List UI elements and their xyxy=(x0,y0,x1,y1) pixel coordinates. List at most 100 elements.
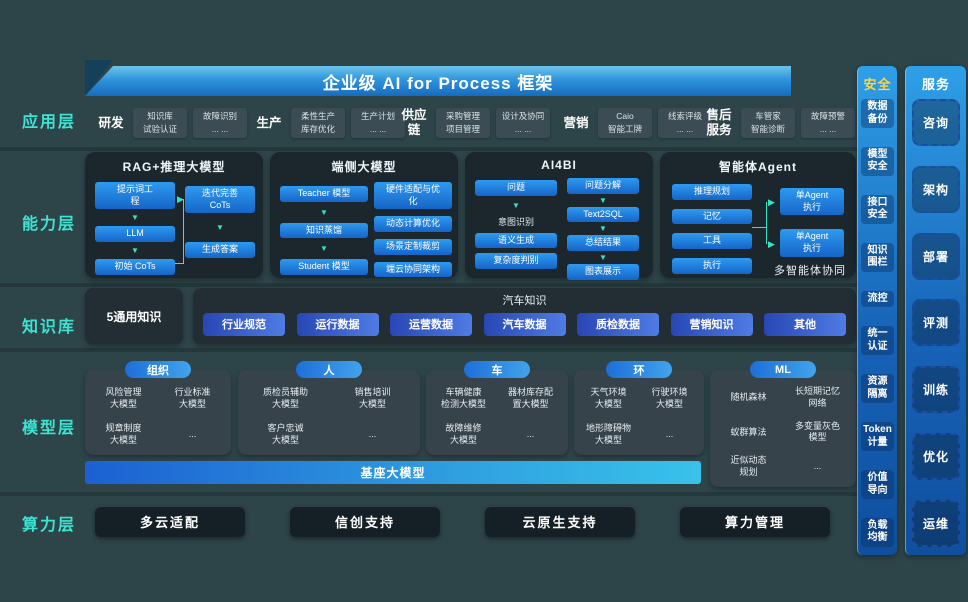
model-group-pill: 车 xyxy=(464,361,530,378)
arrow-right-icon: ▶ xyxy=(177,194,184,204)
app-group-label: 生产 xyxy=(256,115,282,130)
knowledge-pill: 运营数据 xyxy=(390,312,472,336)
app-feature-box: 柔性生产 库存优化 xyxy=(291,107,345,139)
app-group-production: 生产 柔性生产 库存优化 生产计划... ... xyxy=(253,100,405,146)
arrow-down-icon: ▼ xyxy=(131,246,139,256)
model-item: 器材库存配 置大模型 xyxy=(507,386,553,409)
arrow-down-icon: ▼ xyxy=(599,224,607,234)
app-feature-line: 采购管理 xyxy=(445,110,480,121)
flow-node: 生成答案 xyxy=(185,242,255,259)
flow-node: 知识蒸馏 xyxy=(280,222,368,239)
app-group-marketing: 营销 Caio 智能工牌 线索评级 ... ... xyxy=(560,100,712,146)
app-feature-line: Caio xyxy=(616,110,634,121)
model-group-environment: 环天气环境 大模型 行驶环境 大模型 地形障碍物 大模型... xyxy=(574,361,704,455)
flow-node: 复杂度判别 xyxy=(475,253,557,270)
model-item-grid: 天气环境 大模型 行驶环境 大模型 地形障碍物 大模型... xyxy=(580,383,698,450)
app-feature-box: 故障识别 ... ... xyxy=(193,107,247,139)
knowledge-pill-row: 行业规范 运行数据 运营数据 汽车数据 质检数据 营销知识 其他 xyxy=(203,312,846,336)
app-feature-line: 库存优化 xyxy=(300,123,335,134)
flow-node: 动态计算优化 xyxy=(374,216,452,233)
app-feature-line: 故障识别 xyxy=(202,110,237,121)
security-item: 知识 围栏 xyxy=(861,242,894,272)
service-item: 评测 xyxy=(912,299,960,347)
app-feature-line: 知识库 xyxy=(147,110,173,121)
layer-label-compute: 算力层 xyxy=(21,517,76,534)
knowledge-pill: 运行数据 xyxy=(296,312,379,336)
general-knowledge-label: 5通用知识 xyxy=(106,309,162,324)
capability-box-title: RAG+推理大模型 xyxy=(122,160,226,174)
capability-box-title: AI4BI xyxy=(541,158,577,172)
model-group-org: 组织 风险管理 大模型 行业标准 大模型 规章制度 大模型... xyxy=(85,361,231,455)
security-column-title: 安全 xyxy=(863,77,892,92)
flow-node: 总结结果 xyxy=(567,235,639,252)
flow-node: 工具 xyxy=(672,233,752,250)
model-item: 规章制度 大模型 xyxy=(105,422,142,445)
app-feature-box: 车管家 智能诊断 xyxy=(741,107,795,139)
app-feature-line: 项目管理 xyxy=(445,123,480,134)
security-item: Token 计量 xyxy=(861,422,894,452)
compute-box: 多云适配 xyxy=(95,506,245,537)
framework-title-banner: 企业级 AI for Process 框架 xyxy=(85,66,791,96)
app-feature-box: 设计及协同 ... ... xyxy=(496,107,550,139)
security-item: 流控 xyxy=(861,290,894,308)
app-feature-box: 采购管理 项目管理 xyxy=(436,107,490,139)
service-item: 咨询 xyxy=(912,99,960,146)
model-item: 行驶环境 大模型 xyxy=(651,386,688,409)
model-item: ... xyxy=(368,428,377,439)
security-item: 模型 安全 xyxy=(861,146,894,176)
connector-line xyxy=(752,227,766,228)
flow-node: LLM xyxy=(95,226,175,243)
app-feature-line: ... ... xyxy=(676,123,694,134)
model-item: 故障维修 大模型 xyxy=(445,422,482,445)
app-feature-line: 车管家 xyxy=(755,110,781,121)
knowledge-pill: 汽车数据 xyxy=(483,312,566,336)
flow-node: 执行 xyxy=(672,258,752,274)
compute-box: 云原生支持 xyxy=(485,506,635,537)
model-item: ... xyxy=(526,428,535,439)
app-feature-line: ... ... xyxy=(819,123,837,134)
flow-node: 场景定制裁剪 xyxy=(374,239,452,255)
capability-layer-row: RAG+推理大模型 提示词工 程 ▼ LLM ▼ 初始 CoTs 迭代完善 CoTs ▼ 生成答… xyxy=(85,152,860,280)
app-feature-line: 智能工牌 xyxy=(607,123,642,134)
security-item: 数据 备份 xyxy=(861,99,894,128)
arrow-down-icon: ▼ xyxy=(320,244,328,254)
service-column-title: 服务 xyxy=(921,77,950,92)
model-item: ... xyxy=(813,461,822,472)
model-item-grid: 随机森林 长短期记忆 网络 蚁群算法 多变量灰色 模型 近似动态 规划... xyxy=(716,383,850,482)
foundation-model-label: 基座大模型 xyxy=(360,466,426,480)
knowledge-pill: 行业规范 xyxy=(203,312,285,336)
flow-column-left: 提示词工 程 ▼ LLM ▼ 初始 CoTs xyxy=(95,182,175,275)
flow-node: 单Agent 执行 xyxy=(780,188,844,216)
flow-node: Text2SQL xyxy=(567,206,639,223)
app-group-rd: 研发 知识库 试验认证 故障识别... ... xyxy=(95,100,247,146)
flow-node: 初始 CoTs xyxy=(95,259,175,275)
layer-label-capability: 能力层 xyxy=(21,216,76,233)
arrow-down-icon: ▼ xyxy=(599,253,607,263)
service-item: 架构 xyxy=(912,165,960,213)
model-item: 质检员辅助 大模型 xyxy=(262,386,308,409)
flow-node: Teacher 模型 xyxy=(280,186,368,202)
flow-column-right: 迭代完善 CoTs ▼ 生成答案 xyxy=(185,186,255,259)
compute-box: 算力管理 xyxy=(680,506,830,537)
connector-line xyxy=(175,199,184,264)
app-feature-line: 生产计划 xyxy=(360,110,395,121)
app-feature-box: 故障预警 ... ... xyxy=(801,107,855,139)
model-item: 随机森林 xyxy=(730,391,767,402)
model-item: 蚁群算法 xyxy=(730,426,767,437)
app-feature-line: ... ... xyxy=(211,123,229,134)
app-group-after-sales: 售后服务 车管家 智能诊断 故障预警 ... ... xyxy=(703,100,855,146)
flow-node: 提示词工 程 xyxy=(95,182,175,210)
app-feature-line: 故障预警 xyxy=(810,110,845,121)
arrow-down-icon: ▼ xyxy=(216,223,224,233)
model-item: 销售培训 大模型 xyxy=(354,386,391,409)
model-layer-row: 组织 风险管理 大模型 行业标准 大模型 规章制度 大模型... 人质检员辅助 大模型 销… xyxy=(85,361,860,488)
security-column: 安全 数据 备份 模型 安全 接口 安全 知识 围栏 流控 统一 认证 资源 隔离 Token… xyxy=(857,66,897,555)
security-item: 资源 隔离 xyxy=(861,374,894,404)
flow-node: 问题 xyxy=(475,180,557,196)
app-feature-box: 知识库 试验认证 xyxy=(133,107,187,139)
app-group-label: 售后服务 xyxy=(706,108,732,137)
flow-column-right: 单Agent 执行 单Agent 执行 xyxy=(780,188,844,257)
connector-line xyxy=(766,202,767,244)
arrow-down-icon: ▼ xyxy=(599,195,607,205)
layer-separator xyxy=(0,283,862,287)
